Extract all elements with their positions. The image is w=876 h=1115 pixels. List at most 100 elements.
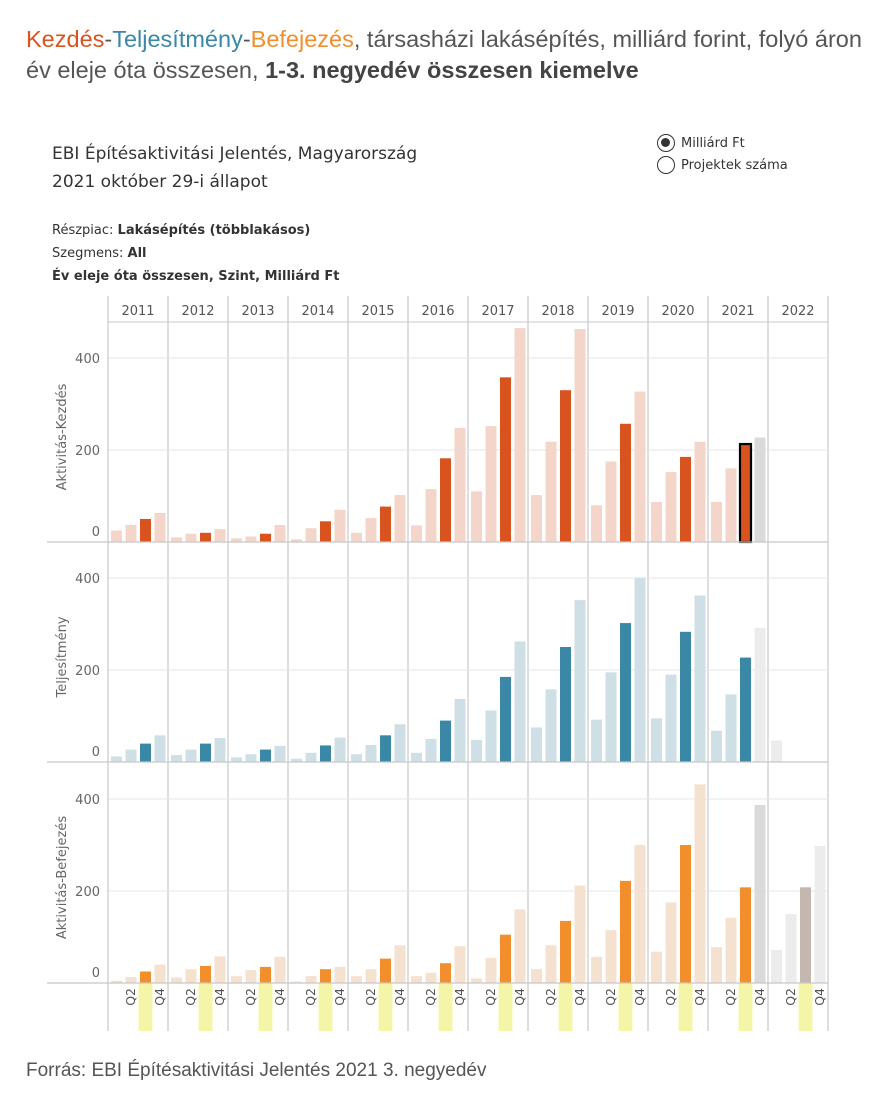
- bar-kezdes: [591, 505, 602, 542]
- bar-befejezes: [680, 845, 691, 983]
- legend-option-label: Projektek száma: [681, 157, 788, 173]
- bar-befejezes: [185, 969, 197, 983]
- bar-befejezes: [754, 804, 766, 983]
- y-axis-title: Teljesítmény: [55, 616, 70, 698]
- bar-befejezes: [171, 977, 182, 983]
- x-tick-label: Q2: [183, 988, 198, 1006]
- bar-teljesitmeny: [620, 623, 631, 762]
- bar-teljesitmeny: [214, 738, 226, 762]
- y-axis-title: Aktivitás-Befejezés: [55, 816, 70, 939]
- year-header-label: 2017: [481, 304, 514, 319]
- x-tick-label: Q4: [332, 988, 347, 1006]
- headline-kezdes: Kezdés: [26, 26, 105, 52]
- bar-kezdes: [634, 391, 646, 542]
- filter-market-value: Lakásépítés (többlakásos): [117, 223, 311, 238]
- bar-kezdes: [514, 328, 526, 542]
- bar-teljesitmeny: [591, 719, 602, 762]
- y-tick-label: 400: [75, 793, 100, 808]
- x-tick-label: Q2: [543, 988, 558, 1006]
- headline-rest: , társasházi lakásépítés, milliárd forin…: [353, 26, 862, 52]
- bar-kezdes: [738, 442, 753, 544]
- bar-befejezes: [500, 934, 511, 983]
- bar-kezdes: [171, 537, 182, 542]
- headline-teljesitmeny: Teljesítmény: [112, 26, 243, 52]
- x-tick-label: Q4: [452, 988, 467, 1006]
- x-tick-label: Q2: [723, 988, 738, 1006]
- x-tick-label: Q2: [663, 988, 678, 1006]
- highlight-band: [318, 983, 333, 1031]
- bar-befejezes: [665, 902, 677, 983]
- report-title: EBI Építésaktivitási Jelentés, Magyarors…: [52, 140, 417, 196]
- bar-kezdes: [125, 524, 137, 542]
- bar-befejezes: [365, 969, 377, 983]
- bar-befejezes: [454, 946, 466, 983]
- bar-teljesitmeny: [245, 754, 257, 762]
- bar-kezdes: [274, 524, 286, 542]
- highlight-band: [798, 983, 813, 1031]
- bar-teljesitmeny: [651, 718, 662, 762]
- bar-kezdes: [334, 509, 346, 542]
- bar-kezdes: [365, 518, 377, 542]
- bar-befejezes: [485, 957, 497, 983]
- bar-teljesitmeny: [545, 689, 557, 762]
- report-title-line1: EBI Építésaktivitási Jelentés, Magyarors…: [52, 144, 418, 164]
- legend-option-projektek[interactable]: Projektek száma: [657, 154, 788, 176]
- bar-befejezes: [771, 949, 782, 983]
- bar-kezdes: [320, 521, 331, 542]
- bar-befejezes: [425, 972, 437, 983]
- x-tick-label: Q2: [483, 988, 498, 1006]
- year-header-label: 2020: [661, 304, 694, 319]
- bar-kezdes: [680, 456, 691, 542]
- bar-teljesitmeny: [771, 740, 782, 762]
- bar-teljesitmeny: [125, 749, 137, 762]
- bar-befejezes: [140, 971, 151, 983]
- year-header-label: 2019: [601, 304, 634, 319]
- bar-befejezes: [411, 976, 422, 983]
- bar-befejezes: [634, 845, 646, 983]
- y-tick-label: 0: [92, 525, 100, 540]
- bar-befejezes: [591, 956, 602, 983]
- x-tick-label: Q4: [572, 988, 587, 1006]
- bar-kezdes: [500, 377, 511, 542]
- y-tick-label: 0: [92, 966, 100, 981]
- year-header-label: 2011: [121, 304, 154, 319]
- radio-unselected-icon[interactable]: [657, 156, 675, 174]
- bar-befejezes: [785, 914, 797, 983]
- legend-option-milliard[interactable]: Milliárd Ft: [657, 132, 788, 154]
- bar-teljesitmeny: [531, 727, 542, 762]
- x-tick-label: Q4: [632, 988, 647, 1006]
- highlight-band: [738, 983, 753, 1031]
- bar-kezdes: [245, 536, 257, 542]
- legend-option-label: Milliárd Ft: [681, 135, 745, 151]
- bar-teljesitmeny: [560, 647, 571, 762]
- bar-kezdes: [231, 538, 242, 542]
- bar-befejezes: [274, 956, 286, 983]
- bar-teljesitmeny: [380, 735, 391, 762]
- bar-befejezes: [231, 976, 242, 983]
- bar-befejezes: [440, 963, 451, 983]
- filter-segment: Szegmens: All: [52, 242, 339, 265]
- bar-befejezes: [725, 917, 737, 983]
- filter-summary: Részpiac: Lakásépítés (többlakásos) Szeg…: [52, 219, 339, 288]
- bar-kezdes: [154, 513, 166, 542]
- bar-kezdes: [425, 489, 437, 542]
- radio-selected-icon[interactable]: [657, 134, 675, 152]
- x-tick-label: Q2: [243, 988, 258, 1006]
- bar-befejezes: [471, 978, 482, 983]
- x-tick-label: Q4: [752, 988, 767, 1006]
- bar-teljesitmeny: [605, 672, 617, 762]
- bar-kezdes: [545, 441, 557, 542]
- bar-teljesitmeny: [454, 698, 466, 762]
- year-header-label: 2014: [301, 304, 334, 319]
- bar-befejezes: [574, 885, 586, 983]
- x-tick-label: Q2: [303, 988, 318, 1006]
- bar-teljesitmeny: [305, 752, 317, 762]
- bar-kezdes: [471, 491, 482, 542]
- x-tick-label: Q4: [152, 988, 167, 1006]
- highlight-band: [258, 983, 273, 1031]
- filter-measure: Év eleje óta összesen, Szint, Milliárd F…: [52, 269, 340, 284]
- x-tick-label: Q4: [512, 988, 527, 1006]
- bar-kezdes: [725, 468, 737, 542]
- bar-kezdes: [411, 525, 422, 542]
